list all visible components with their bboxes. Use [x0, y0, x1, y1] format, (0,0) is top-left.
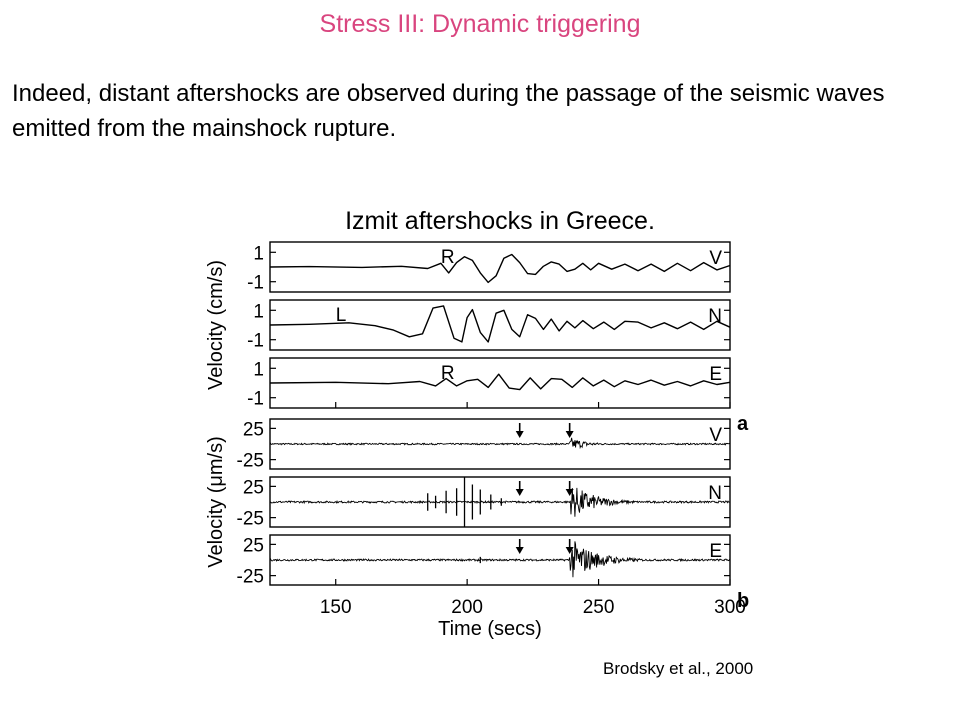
component-label: V — [709, 425, 722, 446]
y-tick-label: -1 — [247, 331, 264, 352]
microvelocity-trace — [269, 487, 731, 517]
citation: Brodsky et al., 2000 — [603, 659, 754, 678]
arrow-down-icon — [515, 431, 524, 438]
phase-label: R — [441, 363, 455, 384]
y-tick-label: -1 — [247, 389, 264, 410]
arrow-down-icon — [565, 489, 574, 496]
microvelocity-trace — [269, 437, 731, 450]
y-axis-label: Velocity (μm/s) — [205, 436, 227, 568]
x-axis-label: Time (secs) — [438, 618, 542, 640]
phase-label: L — [336, 305, 347, 326]
x-tick-label: 300 — [714, 597, 746, 618]
velocity-trace — [269, 373, 731, 391]
y-tick-label: 25 — [243, 535, 264, 556]
microvelocity-trace — [269, 541, 731, 578]
arrow-down-icon — [515, 489, 524, 496]
y-tick-label: 1 — [253, 301, 264, 322]
slide-title: Stress III: Dynamic triggering — [319, 10, 641, 38]
y-tick-label: -1 — [247, 273, 264, 294]
component-label: E — [709, 541, 722, 562]
arrow-down-icon — [515, 547, 524, 554]
phase-label: R — [441, 247, 455, 268]
component-label: N — [708, 306, 722, 327]
x-tick-label: 200 — [451, 597, 483, 618]
y-tick-label: 1 — [253, 359, 264, 380]
arrow-down-icon — [565, 547, 574, 554]
component-label: E — [709, 364, 722, 385]
arrow-down-icon — [565, 431, 574, 438]
y-tick-label: -25 — [237, 509, 264, 530]
component-label: V — [709, 248, 722, 269]
x-tick-label: 250 — [583, 597, 615, 618]
y-tick-label: 25 — [243, 477, 264, 498]
panel-letter: a — [737, 413, 749, 435]
intro-text: Indeed, distant aftershocks are observed… — [12, 80, 885, 142]
y-tick-label: -25 — [237, 451, 264, 472]
component-label: N — [708, 483, 722, 504]
figure-title: Izmit aftershocks in Greece. — [345, 207, 655, 235]
velocity-trace — [269, 305, 731, 343]
velocity-trace — [269, 253, 731, 284]
x-tick-label: 150 — [320, 597, 352, 618]
y-tick-label: 1 — [253, 243, 264, 264]
y-tick-label: 25 — [243, 419, 264, 440]
y-tick-label: -25 — [237, 567, 264, 588]
panel-letter: b — [737, 590, 749, 612]
seismogram-chart: 1 -1 V R 1 -1 N L 1 -1 E Ra 25 -25 V 25 -25 N 25 -25 Eb 150 20… — [205, 241, 749, 640]
y-axis-label: Velocity (cm/s) — [205, 260, 227, 390]
